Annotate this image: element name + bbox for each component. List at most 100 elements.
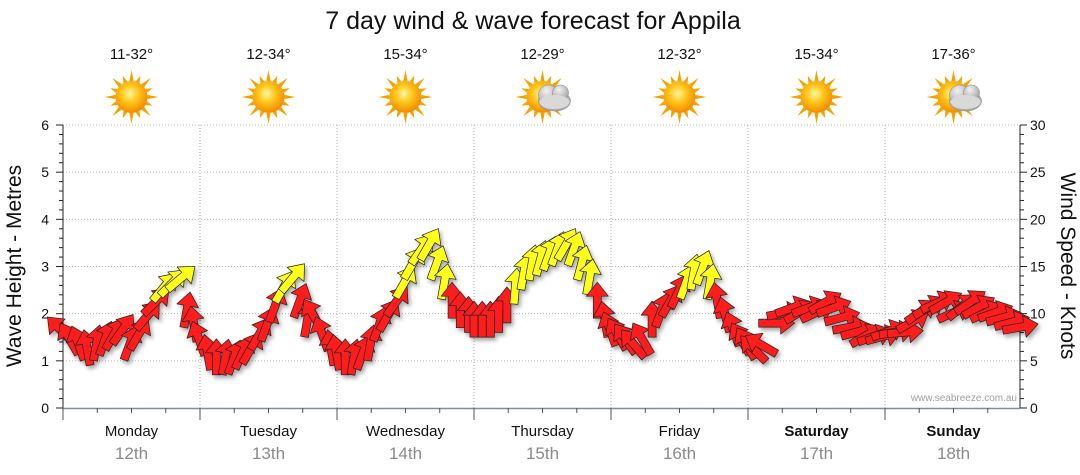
sun-ray	[122, 75, 128, 84]
sun-ray	[540, 112, 545, 124]
temperature-range-label: 15-34°	[383, 46, 427, 63]
sun-ray	[112, 106, 122, 117]
day-name-label: Friday	[659, 423, 701, 440]
left-y-ticks: 0 1 2 3 4 5 6	[41, 117, 63, 416]
partly-cloudy-icon	[926, 70, 982, 124]
wind-arrow	[744, 332, 779, 358]
wind-arrow	[277, 263, 305, 295]
left-tick-label: 0	[41, 400, 49, 416]
sun-ray	[122, 110, 128, 119]
sun-ray	[533, 75, 539, 84]
sun-ray	[415, 106, 425, 117]
wind-arrow	[699, 263, 723, 301]
sun-icon	[378, 70, 433, 124]
sun-ray	[135, 110, 141, 119]
sun-ray	[396, 110, 402, 119]
day-name-label: Sunday	[926, 423, 981, 440]
day-date-label: 13th	[252, 444, 285, 463]
sun-ray	[409, 75, 415, 84]
sun-disc	[252, 81, 285, 113]
sun-ray	[795, 101, 803, 106]
weather-row: 11-32° 12-34° 15-34° 12-29° 12-32° 15-34° 17-3…	[104, 46, 982, 124]
sun-icon	[789, 70, 844, 124]
sun-ray	[683, 75, 689, 84]
wind-arrow	[289, 283, 313, 320]
right-tick-label: 25	[1030, 164, 1046, 180]
sun-ray	[670, 110, 676, 119]
day-name-label: Tuesday	[240, 423, 297, 440]
sun-ray	[658, 88, 666, 93]
sun-ray	[421, 94, 433, 100]
sun-ray	[934, 77, 944, 88]
sun-ray	[546, 110, 552, 119]
sun-ray	[814, 112, 819, 124]
sun-ray	[677, 112, 682, 124]
right-tick-label: 10	[1030, 306, 1046, 322]
sun-ray	[683, 110, 689, 119]
temperature-range-label: 12-32°	[657, 46, 701, 63]
sun-ray	[278, 77, 288, 88]
day-name-label: Saturday	[784, 423, 849, 440]
sun-ray	[110, 101, 118, 106]
y-axis-label-left: Wave Height - Metres	[3, 165, 26, 367]
sun-ray	[830, 88, 838, 93]
sun-ray	[677, 70, 682, 82]
sun-disc	[389, 81, 422, 113]
sun-ray	[797, 106, 807, 117]
sun-ray	[396, 75, 402, 84]
left-tick-label: 1	[41, 353, 49, 369]
sun-ray	[415, 77, 425, 88]
temperature-range-label: 11-32°	[110, 46, 153, 63]
sun-ray	[259, 75, 265, 84]
wind-arrow	[426, 245, 450, 282]
cloud-icon	[949, 84, 982, 112]
day-date-label: 18th	[937, 444, 970, 463]
sun-ray	[141, 106, 151, 117]
right-tick-label: 5	[1030, 353, 1038, 369]
sun-ray	[129, 70, 134, 82]
sun-ray	[689, 77, 699, 88]
sun-ray	[247, 88, 255, 93]
sun-ray	[110, 88, 118, 93]
sun-ray	[689, 106, 699, 117]
sun-ray	[932, 88, 940, 93]
sun-ray	[104, 94, 116, 100]
sun-ray	[135, 75, 141, 84]
sun-ray	[523, 77, 533, 88]
day-date-label: 17th	[800, 444, 833, 463]
temperature-range-label: 15-34°	[794, 46, 838, 63]
sun-ray	[546, 75, 552, 84]
sun-ray	[521, 101, 529, 106]
sun-ray	[272, 110, 278, 119]
sun-ray	[693, 101, 701, 106]
wind-arrow	[176, 291, 199, 329]
sun-ray	[247, 101, 255, 106]
sun-ray	[419, 88, 427, 93]
wind-arrow	[416, 228, 442, 263]
sun-ray	[693, 88, 701, 93]
sun-ray	[795, 88, 803, 93]
left-tick-label: 5	[41, 164, 49, 180]
wind-arrow	[126, 317, 151, 352]
sun-ray	[957, 75, 963, 84]
sun-ray	[652, 94, 664, 100]
sun-disc	[115, 81, 148, 113]
sun-ray	[266, 112, 271, 124]
sun-ray	[826, 77, 836, 88]
left-tick-label: 2	[41, 306, 49, 322]
temperature-range-label: 12-34°	[246, 46, 290, 63]
day-name-label: Thursday	[511, 423, 574, 440]
sun-ray	[282, 88, 290, 93]
sun-ray	[266, 70, 271, 82]
sun-ray	[419, 101, 427, 106]
sun-ray	[403, 112, 408, 124]
sun-ray	[403, 70, 408, 82]
credit-text: www.seabreeze.com.au	[910, 393, 1017, 404]
sun-ray	[145, 88, 153, 93]
day-name-label: Monday	[105, 423, 159, 440]
sun-disc	[663, 81, 696, 113]
sun-ray	[278, 106, 288, 117]
partly-cloudy-icon	[515, 70, 571, 124]
gridlines	[63, 124, 1020, 408]
